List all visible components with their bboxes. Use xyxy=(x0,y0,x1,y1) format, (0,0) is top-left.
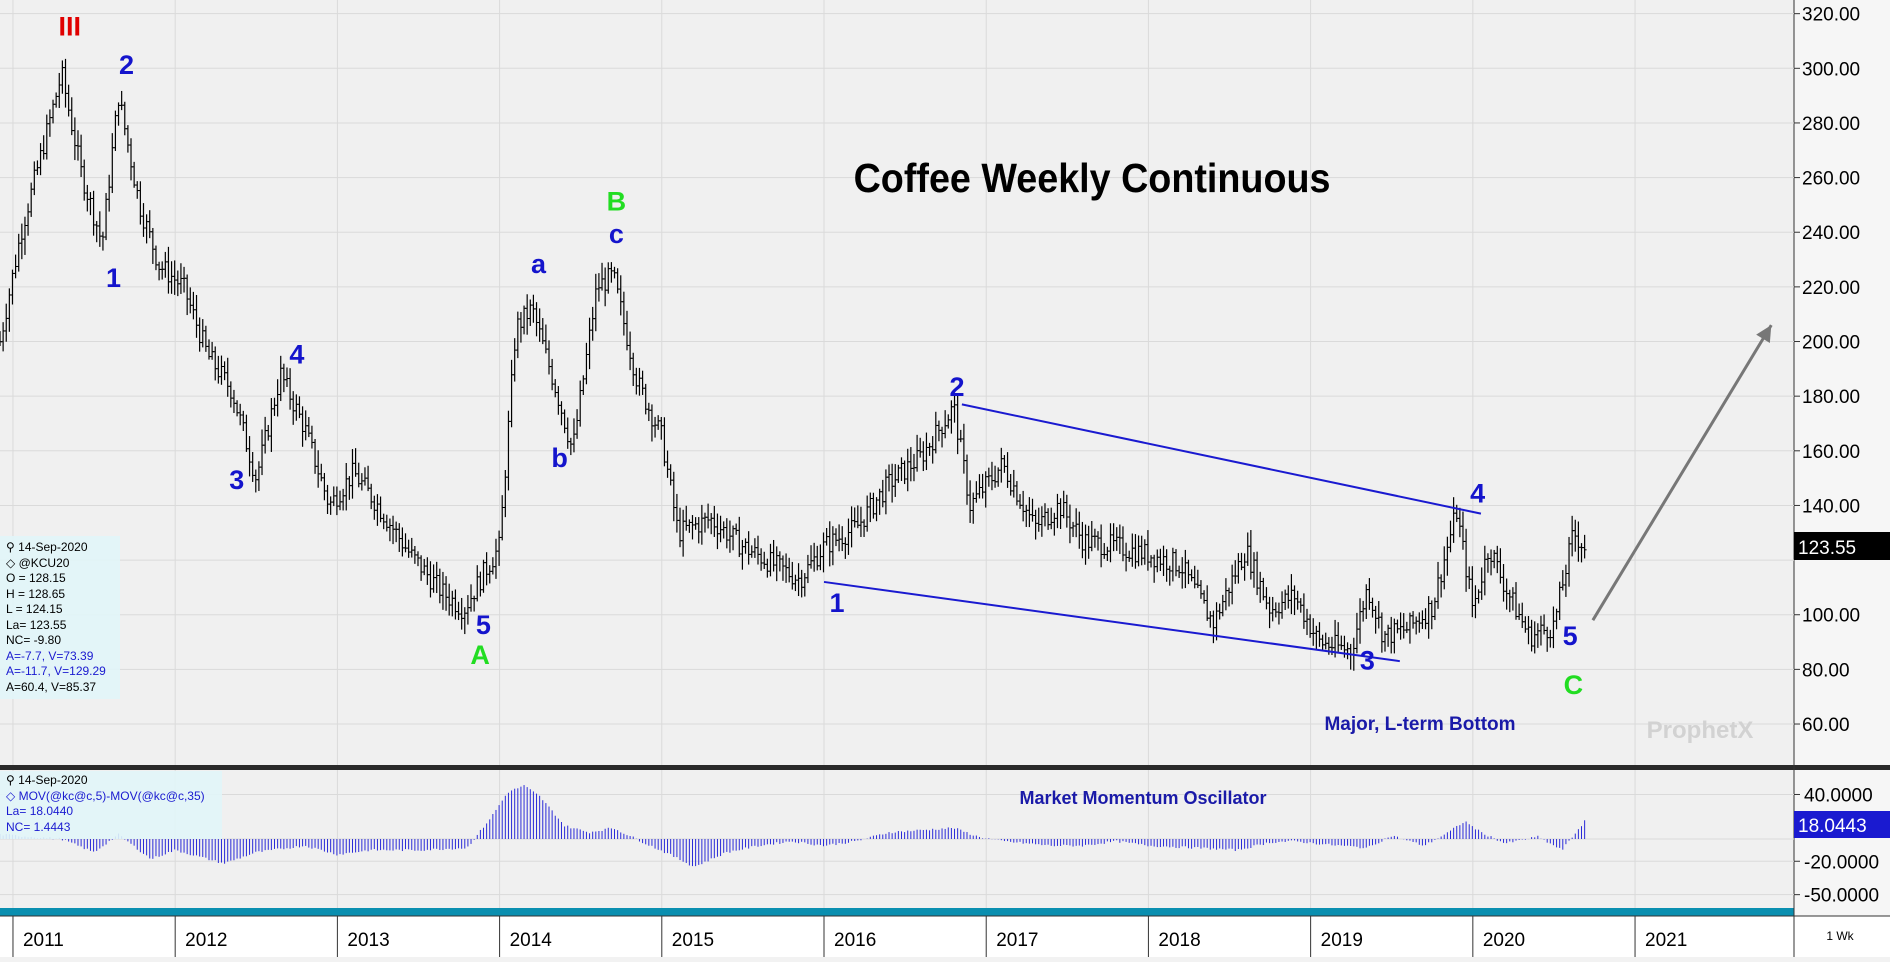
osc-tick-label: -50.0000 xyxy=(1804,886,1879,907)
osc-last-value: La= 18.0440 xyxy=(6,804,74,818)
y-tick-label: 260.00 xyxy=(1802,169,1860,190)
x-tick-label: 2014 xyxy=(510,930,553,951)
x-tick-label: 2019 xyxy=(1321,930,1363,951)
y-tick-label: 180.00 xyxy=(1802,387,1860,408)
oscillator-info-panel: ⚲ 14-Sep-2020 ◇ MOV(@kc@c,5)-MOV(@kc@c,3… xyxy=(0,771,222,839)
x-tick-label: 2011 xyxy=(23,930,64,951)
x-tick-label: 2012 xyxy=(185,930,227,951)
price-y-axis: 320.00 300.00 280.00 260.00 240.00 220.00 200.… xyxy=(1794,5,1860,736)
x-tick-label: 2021 xyxy=(1645,930,1687,951)
oscillator-title: Market Momentum Oscillator xyxy=(1019,788,1266,808)
wave-label: b xyxy=(551,443,568,473)
stat-line-3: A=60.4, V=85.37 xyxy=(6,679,97,694)
x-tick-label: 2017 xyxy=(996,930,1038,951)
wave-label: 4 xyxy=(289,339,304,369)
x-tick-label: 2013 xyxy=(347,930,389,951)
y-tick-label: 80.00 xyxy=(1802,660,1850,681)
wave-label: 3 xyxy=(1360,645,1375,675)
svg-text:18.0443: 18.0443 xyxy=(1798,816,1867,837)
wave-label: C xyxy=(1564,670,1584,700)
open-value: O = 128.15 xyxy=(6,571,66,585)
panel-separator[interactable] xyxy=(0,765,1890,770)
last-value: La= 123.55 xyxy=(6,617,67,632)
oscillator-bars xyxy=(0,785,1586,867)
wave-label: A xyxy=(470,640,490,670)
oscillator-y-axis: 40.0000 -20.0000 -50.0000 xyxy=(1794,785,1879,907)
osc-net-change: NC= 1.4443 xyxy=(6,819,71,834)
y-tick-label: 240.00 xyxy=(1802,223,1860,244)
magnifier-icon[interactable]: ⚲ xyxy=(6,773,15,787)
y-tick-label: 160.00 xyxy=(1802,442,1860,463)
timeline-axis xyxy=(0,916,1890,957)
x-tick-label: 2020 xyxy=(1483,930,1525,951)
net-change-value: NC= -9.80 xyxy=(6,633,62,647)
osc-formula: MOV(@kc@c,5)-MOV(@kc@c,35) xyxy=(18,788,205,803)
y-tick-label: 140.00 xyxy=(1802,496,1860,517)
wave-label: 1 xyxy=(106,263,121,293)
svg-text:123.55: 123.55 xyxy=(1798,538,1856,559)
y-tick-label: 60.00 xyxy=(1802,715,1850,736)
wave-label: 2 xyxy=(950,372,965,402)
osc-tick-label: 40.0000 xyxy=(1804,785,1873,806)
oscillator-last-badge: 18.0443 xyxy=(1794,811,1890,838)
diamond-icon: ◇ xyxy=(6,555,16,570)
price-bars xyxy=(0,58,1587,671)
x-axis: 2011 2012 2013 2014 2015 2016 2017 2018 2019 2020… xyxy=(12,916,1687,957)
y-axis-panel[interactable] xyxy=(1794,0,1890,957)
interval-label[interactable]: 1 Wk xyxy=(1826,929,1854,943)
magnifier-icon[interactable]: ⚲ xyxy=(6,540,15,554)
high-value: H = 128.65 xyxy=(6,586,66,601)
y-tick-label: 280.00 xyxy=(1802,114,1860,135)
price-info-panel: ⚲ 14-Sep-2020 ◇ @KCU20 O = 128.15 H = 12… xyxy=(0,536,120,699)
osc-date: 14-Sep-2020 xyxy=(18,773,88,787)
y-tick-label: 220.00 xyxy=(1802,278,1860,299)
stat-line-2: A=-11.7, V=129.29 xyxy=(6,664,106,678)
wave-label: 5 xyxy=(476,610,491,640)
wave-label: 4 xyxy=(1470,479,1485,509)
wave-label: c xyxy=(609,219,624,249)
wave-label: 5 xyxy=(1563,621,1578,651)
chart-title: Coffee Weekly Continuous xyxy=(854,156,1331,202)
osc-tick-label: -20.0000 xyxy=(1804,852,1879,873)
diamond-icon: ◇ xyxy=(6,788,16,803)
stat-line-1: A=-7.7, V=73.39 xyxy=(6,648,94,663)
wave-label: 1 xyxy=(829,588,844,618)
arrow-shaft xyxy=(1591,324,1773,621)
trendline xyxy=(823,580,1400,663)
y-tick-label: 300.00 xyxy=(1802,59,1860,80)
price-grid xyxy=(0,0,1794,765)
y-tick-label: 200.00 xyxy=(1802,333,1860,354)
y-tick-label: 320.00 xyxy=(1802,5,1860,26)
price-date: 14-Sep-2020 xyxy=(18,540,88,554)
wave-label: 2 xyxy=(119,50,134,80)
low-value: L = 124.15 xyxy=(6,602,63,616)
x-tick-label: 2015 xyxy=(672,930,714,951)
price-plot-area[interactable] xyxy=(0,0,1794,765)
y-tick-label: 100.00 xyxy=(1802,606,1860,627)
last-price-badge: 123.55 xyxy=(1794,532,1890,560)
symbol-label: @KCU20 xyxy=(18,555,70,570)
wave-label: III xyxy=(58,12,81,42)
annotation-major-bottom: Major, L-term Bottom xyxy=(1324,714,1515,735)
x-tick-label: 2016 xyxy=(834,930,876,951)
channel-trendlines xyxy=(823,403,1482,663)
wave-label: B xyxy=(607,186,627,216)
wave-label: 3 xyxy=(229,465,244,495)
wave-label: a xyxy=(531,249,547,279)
scrollbar-strip[interactable] xyxy=(0,908,1794,916)
arrow-head xyxy=(1756,325,1772,343)
trendline xyxy=(961,403,1482,515)
x-tick-label: 2018 xyxy=(1158,930,1200,951)
projection-arrow xyxy=(1591,324,1773,621)
prophetx-logo: ProphetX xyxy=(1647,717,1754,744)
